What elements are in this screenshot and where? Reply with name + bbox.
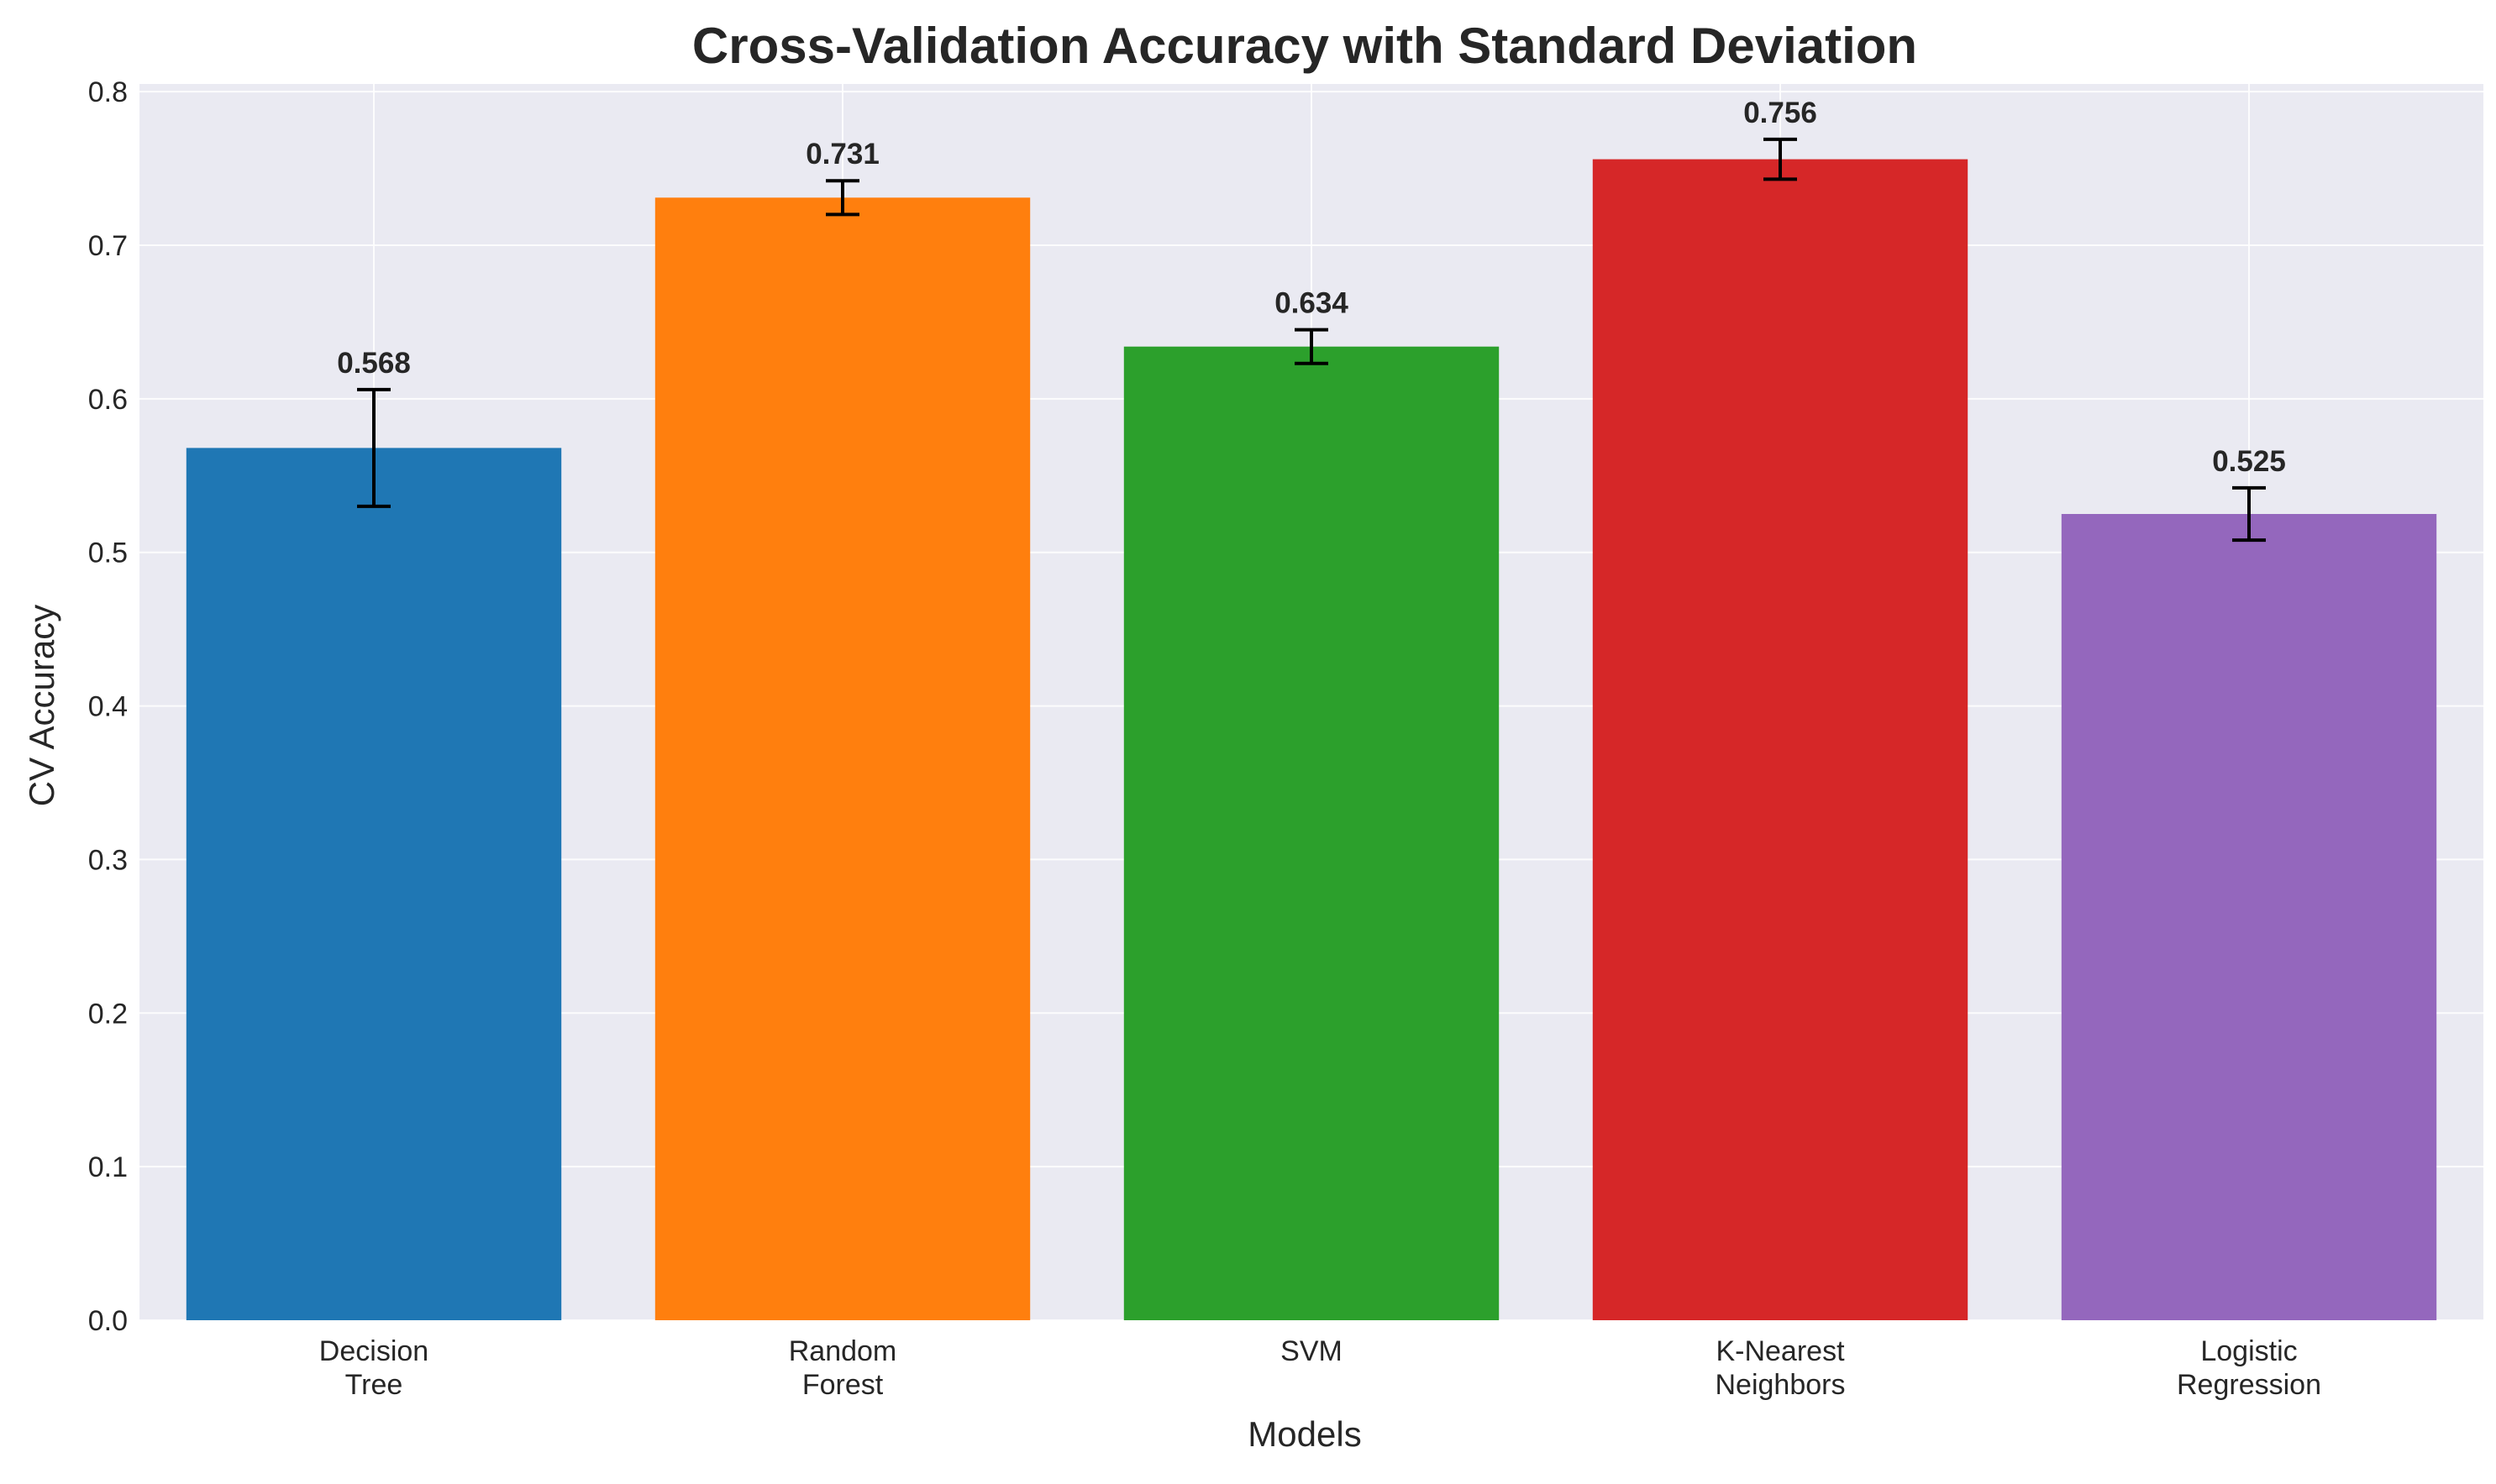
x-tick-label: SVM [1280,1335,1343,1367]
y-tick-label: 0.1 [88,1151,128,1183]
x-tick-label-line: Regression [2177,1369,2321,1401]
value-label: 0.525 [2212,445,2286,478]
bar [1123,346,1500,1321]
y-tick-label: 0.8 [88,76,128,108]
error-bars [357,137,2266,543]
chart-title: Cross-Validation Accuracy with Standard … [692,18,1917,74]
bar [186,448,562,1321]
y-axis-label: CV Accuracy [22,605,61,806]
x-tick-label-line: Forest [802,1369,884,1401]
x-tick-label-line: Neighbors [1716,1369,1846,1401]
x-tick-label-line: K-Nearest [1716,1335,1845,1367]
x-tick-label-line: Tree [345,1369,403,1401]
value-label: 0.634 [1274,287,1348,320]
x-axis-label: Models [1248,1414,1361,1454]
value-labels: 0.568 0.731 0.634 0.756 0.525 [337,97,2286,478]
y-tick-label: 0.4 [88,691,128,723]
x-tick-label: Logistic Regression [2177,1335,2321,1401]
value-label: 0.731 [806,138,880,170]
y-tick-label: 0.6 [88,384,128,416]
x-tick-label: K-Nearest Neighbors [1716,1335,1846,1401]
x-axis-ticks: Decision Tree Random Forest SVM K-Nearest Neig… [319,1335,2321,1401]
bar [654,197,1031,1320]
bar [1592,159,1968,1321]
y-tick-label: 0.7 [88,230,128,262]
bars [186,159,2437,1321]
value-label: 0.756 [1743,97,1817,129]
x-tick-label-line: Logistic [2200,1335,2297,1367]
x-tick-label: Random Forest [789,1335,897,1401]
x-tick-label: Decision Tree [319,1335,428,1401]
bar [2061,514,2437,1320]
x-tick-label-line: Decision [319,1335,428,1367]
x-tick-label-line: Random [789,1335,897,1367]
value-label: 0.568 [337,347,411,380]
y-tick-label: 0.2 [88,998,128,1030]
x-tick-label-line: SVM [1280,1335,1343,1367]
y-tick-label: 0.5 [88,537,128,569]
y-tick-label: 0.0 [88,1305,128,1337]
y-tick-label: 0.3 [88,844,128,876]
y-axis-ticks: 0.0 0.1 0.2 0.3 0.4 0.5 0.6 0.7 0.8 [88,76,128,1337]
